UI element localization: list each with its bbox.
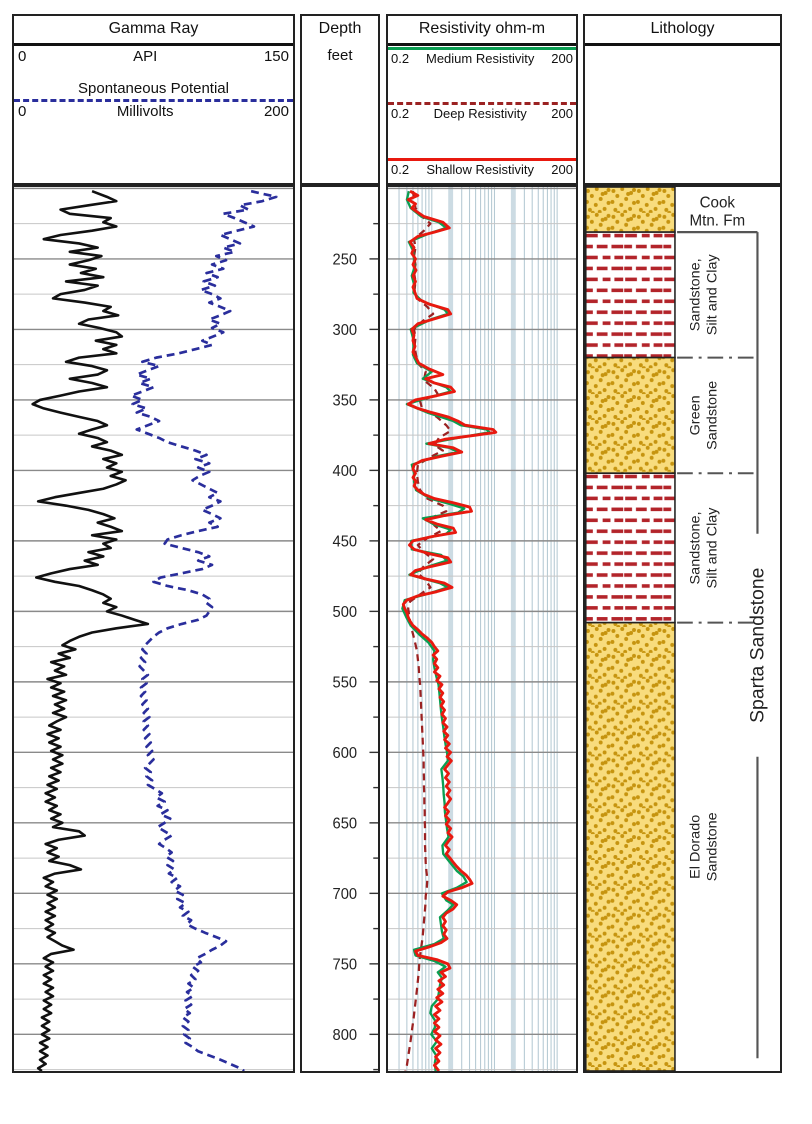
shallow-resistivity-curve [401,189,498,1071]
shallow-resistivity-legend-line [388,158,576,161]
sparta-sandstone-label: Sparta Sandstone [747,568,768,723]
sp-scale-units: Millivolts [116,103,174,120]
lithology-unit [585,187,676,233]
shallow-res-min: 0.2 [391,162,410,177]
gamma-api-scale: 0 API 150 [14,48,293,65]
resistivity-header: Resistivity ohm-m 0.2 Medium Resistivity… [386,14,578,185]
deep-res-max: 200 [551,106,573,121]
medium-res-min: 0.2 [391,51,410,66]
depth-track-plot: 250 300 350 400 450 500 550 600 650 700 750 800 [333,222,378,1071]
sp-scale-max: 200 [263,103,289,120]
shallow-resistivity-scale: 0.2 Shallow Resistivity 200 [388,162,576,177]
lithology-unit [585,231,676,359]
deep-resistivity-curve [404,191,452,1071]
lithology-unit-labels: Cook Mtn. Fm Sandstone,Silt and Clay GreenS… [688,194,745,881]
depth-title: Depth [318,20,362,37]
shallow-res-label: Shallow Resistivity [426,162,535,177]
medium-resistivity-legend-line [388,47,576,50]
depth-label: 750 [333,956,358,973]
sp-curve [129,189,278,1071]
lithology-unit [585,472,676,624]
depth-label: 250 [333,251,358,268]
resistivity-track [386,185,578,1073]
lithology-unit-label: Sandstone,Silt and Clay [688,253,721,335]
gamma-scale-units: API [133,48,158,65]
gamma-sp-track [12,185,295,1073]
lithology-unit-label: GreenSandstone [688,381,721,450]
depth-label: 650 [333,815,358,832]
sp-label: Spontaneous Potential [78,80,229,97]
depth-units: feet [327,47,353,64]
sp-legend-dashed-line [14,99,293,102]
medium-resistivity-scale: 0.2 Medium Resistivity 200 [388,51,576,66]
medium-res-label: Medium Resistivity [426,51,535,66]
gamma-ray-curve [31,189,150,1071]
gamma-scale-min: 0 [18,48,27,65]
depth-label: 400 [333,463,358,480]
depth-label: 300 [333,322,358,339]
depth-gridlines [14,187,293,1071]
depth-gridlines [388,187,576,1071]
depth-label: 500 [333,604,358,621]
lithology-units [585,187,676,1071]
lithology-unit [585,621,676,1071]
depth-track: 250 300 350 400 450 500 550 600 650 700 750 800 [300,185,380,1073]
gamma-scale-max: 150 [263,48,289,65]
resistivity-log-gridlines [398,187,558,1071]
lithology-unit [585,356,676,475]
sp-scale-min: 0 [18,103,27,120]
sparta-sandstone-bracket: Sparta Sandstone [677,231,768,1059]
lithology-header: Lithology [583,14,782,185]
depth-labels: 250 300 350 400 450 500 550 600 650 700 750 800 [333,251,358,1044]
depth-label: 800 [333,1027,358,1044]
resistivity-title: Resistivity ohm-m [388,16,576,46]
depth-header: Depth feet [300,14,380,185]
deep-resistivity-scale: 0.2 Deep Resistivity 200 [388,106,576,121]
shallow-res-max: 200 [551,162,573,177]
lithology-unit-label: Cook Mtn. Fm [689,194,745,229]
deep-res-min: 0.2 [391,106,410,121]
depth-label: 450 [333,533,358,550]
lithology-unit-label: El DoradoSandstone [688,812,721,881]
gamma-ray-header: Gamma Ray 0 API 150 Spontaneous Potentia… [12,14,295,185]
depth-tick-marks [369,222,378,1071]
resistivity-track-plot [388,187,576,1071]
sp-mv-scale: 0 Millivolts 200 [14,103,293,120]
depth-label: 700 [333,886,358,903]
lithology-track: Cook Mtn. Fm Sandstone,Silt and Clay GreenS… [583,185,782,1073]
gamma-ray-title: Gamma Ray [14,16,293,46]
depth-label: 600 [333,745,358,762]
gamma-sp-track-plot [14,187,293,1071]
lithology-title: Lithology [585,16,780,46]
lithology-track-plot: Cook Mtn. Fm Sandstone,Silt and Clay GreenS… [585,187,768,1071]
medium-res-max: 200 [551,51,573,66]
depth-label: 550 [333,674,358,691]
lithology-label-dividers [677,356,755,624]
depth-label: 350 [333,392,358,409]
deep-resistivity-legend-line [388,102,576,105]
lithology-unit-label: Sandstone,Silt and Clay [688,507,721,589]
deep-res-label: Deep Resistivity [433,106,527,121]
